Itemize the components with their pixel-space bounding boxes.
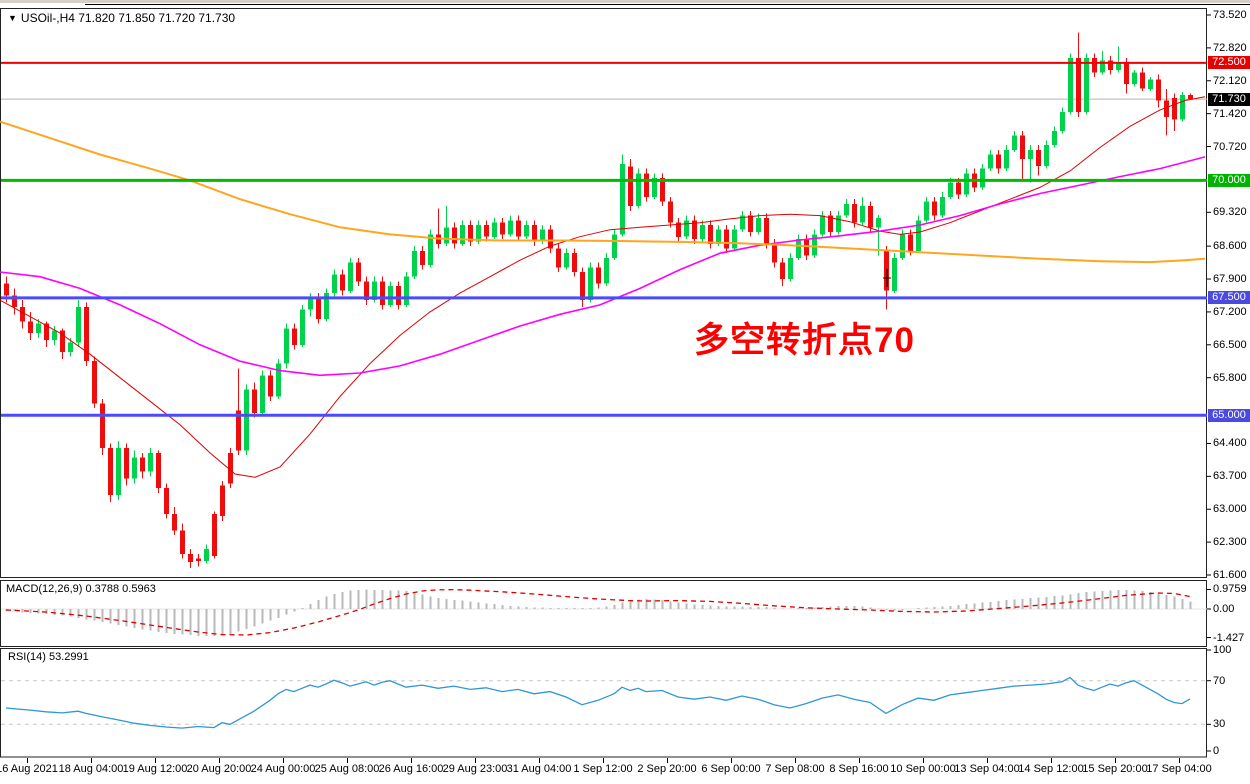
time-axis-label: 20 Aug 20:00 xyxy=(186,763,252,775)
chart-annotation-text[interactable]: 多空转折点70 xyxy=(694,321,915,360)
ma-mid-magenta xyxy=(0,156,1206,377)
price-tick-label: 63.000 xyxy=(1213,503,1247,516)
price-tick-label: 71.420 xyxy=(1213,107,1247,120)
price-tick-label: 72.820 xyxy=(1213,41,1247,54)
time-axis-label: 10 Sep 00:00 xyxy=(890,763,956,775)
rsi-panel[interactable] xyxy=(0,648,1207,758)
time-axis-label: 16 Aug 2021 xyxy=(0,763,58,775)
time-axis-label: 19 Aug 12:00 xyxy=(122,763,188,775)
rsi-tick-label: 30 xyxy=(1213,718,1226,731)
price-tick-label: 73.520 xyxy=(1213,9,1247,21)
candles-layer xyxy=(4,32,1193,568)
macd-tick-label: -1.427 xyxy=(1213,631,1245,644)
time-axis-label: 6 Sep 00:00 xyxy=(701,763,761,775)
price-badge-72.500: 72.500 xyxy=(1208,56,1250,70)
price-tick-label: 70.720 xyxy=(1213,140,1247,153)
cross-marker-icon xyxy=(883,269,891,287)
time-axis-label: 26 Aug 16:00 xyxy=(378,763,444,775)
price-tick-label: 64.400 xyxy=(1213,437,1247,450)
price-tick-label: 69.320 xyxy=(1213,206,1247,219)
price-badge-71.730: 71.730 xyxy=(1208,92,1250,106)
time-axis-label: 31 Aug 04:00 xyxy=(506,763,572,775)
time-axis-label: 24 Aug 00:00 xyxy=(250,763,316,775)
time-axis-label: 25 Aug 08:00 xyxy=(314,763,380,775)
price-tick-label: 67.200 xyxy=(1213,305,1247,318)
price-tick-label: 68.600 xyxy=(1213,240,1247,253)
time-axis-label: 17 Sep 04:00 xyxy=(1146,763,1212,775)
ma-slow-orange xyxy=(0,120,1206,264)
price-tick-label: 62.300 xyxy=(1213,536,1247,549)
macd-tick-label: 0.00 xyxy=(1213,603,1235,615)
time-axis-label: 13 Sep 04:00 xyxy=(954,763,1020,775)
price-badge-65.000: 65.000 xyxy=(1208,408,1250,422)
macd-tick-label: 0.9759 xyxy=(1213,583,1247,596)
macd-panel[interactable] xyxy=(0,580,1207,647)
rsi-tick-label: 100 xyxy=(1213,644,1232,656)
window-top-strip xyxy=(0,0,1250,3)
price-badge-70.000: 70.000 xyxy=(1208,173,1250,187)
time-axis-label: 1 Sep 12:00 xyxy=(573,763,633,775)
main-chart-panel[interactable] xyxy=(0,8,1207,578)
rsi-indicator-label: RSI(14) 53.2991 xyxy=(8,651,89,663)
price-tick-label: 65.800 xyxy=(1213,371,1247,384)
ma-fast-red xyxy=(0,96,1206,478)
time-axis-label: 14 Sep 12:00 xyxy=(1018,763,1084,775)
rsi-tick-label: 70 xyxy=(1213,674,1226,687)
chart-title: ▼ USOil-,H4 71.820 71.850 71.720 71.730 xyxy=(8,12,235,25)
time-axis-label: 7 Sep 08:00 xyxy=(765,763,825,775)
macd-indicator-label: MACD(12,26,9) 0.3788 0.5963 xyxy=(6,583,156,595)
time-axis-label: 8 Sep 16:00 xyxy=(829,763,889,775)
price-tick-label: 72.120 xyxy=(1213,74,1247,87)
time-axis-label: 15 Sep 20:00 xyxy=(1082,763,1148,775)
price-tick-label: 66.500 xyxy=(1213,338,1247,351)
time-axis-label: 2 Sep 20:00 xyxy=(637,763,697,775)
price-tick-label: 67.900 xyxy=(1213,273,1247,286)
rsi-line xyxy=(5,676,1191,729)
chart-title-text: USOil-,H4 71.820 71.850 71.720 71.730 xyxy=(20,11,236,25)
price-tick-label: 63.700 xyxy=(1213,470,1247,483)
symbol-dropdown-icon[interactable]: ▼ xyxy=(8,13,17,23)
time-axis-label: 29 Aug 23:00 xyxy=(442,763,508,775)
rsi-tick-label: 0 xyxy=(1213,745,1220,757)
time-axis-label: 18 Aug 04:00 xyxy=(58,763,124,775)
macd-signal-line xyxy=(5,588,1191,636)
price-tick-label: 61.600 xyxy=(1213,569,1247,581)
price-badge-67.500: 67.500 xyxy=(1208,291,1250,305)
